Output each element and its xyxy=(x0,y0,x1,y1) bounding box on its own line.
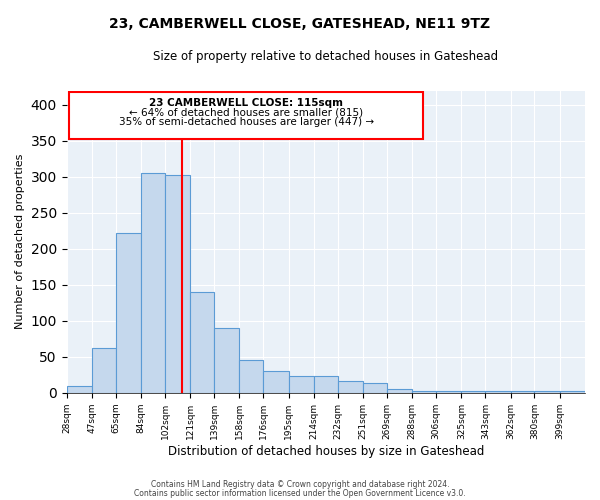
Bar xyxy=(289,376,314,393)
Bar xyxy=(485,392,511,393)
Bar xyxy=(141,174,165,393)
Text: 23, CAMBERWELL CLOSE, GATESHEAD, NE11 9TZ: 23, CAMBERWELL CLOSE, GATESHEAD, NE11 9T… xyxy=(109,18,491,32)
Bar xyxy=(412,390,436,393)
Bar xyxy=(190,292,214,393)
Text: 23 CAMBERWELL CLOSE: 115sqm: 23 CAMBERWELL CLOSE: 115sqm xyxy=(149,98,343,108)
Bar xyxy=(116,233,141,393)
Text: Contains HM Land Registry data © Crown copyright and database right 2024.: Contains HM Land Registry data © Crown c… xyxy=(151,480,449,489)
FancyBboxPatch shape xyxy=(70,92,423,139)
Title: Size of property relative to detached houses in Gateshead: Size of property relative to detached ho… xyxy=(153,50,499,63)
Bar xyxy=(214,328,239,393)
Bar xyxy=(535,392,560,393)
Text: ← 64% of detached houses are smaller (815): ← 64% of detached houses are smaller (81… xyxy=(129,108,363,118)
Bar xyxy=(511,392,535,393)
Bar xyxy=(363,384,387,393)
Bar xyxy=(165,175,190,393)
Bar xyxy=(67,386,92,393)
Bar xyxy=(92,348,116,393)
Y-axis label: Number of detached properties: Number of detached properties xyxy=(15,154,25,330)
X-axis label: Distribution of detached houses by size in Gateshead: Distribution of detached houses by size … xyxy=(167,444,484,458)
Bar xyxy=(338,382,363,393)
Bar xyxy=(560,392,585,393)
Bar xyxy=(461,392,485,393)
Bar xyxy=(387,388,412,393)
Text: 35% of semi-detached houses are larger (447) →: 35% of semi-detached houses are larger (… xyxy=(119,117,374,127)
Bar xyxy=(314,376,338,393)
Bar xyxy=(436,392,461,393)
Bar xyxy=(239,360,263,393)
Bar xyxy=(263,372,289,393)
Text: Contains public sector information licensed under the Open Government Licence v3: Contains public sector information licen… xyxy=(134,488,466,498)
